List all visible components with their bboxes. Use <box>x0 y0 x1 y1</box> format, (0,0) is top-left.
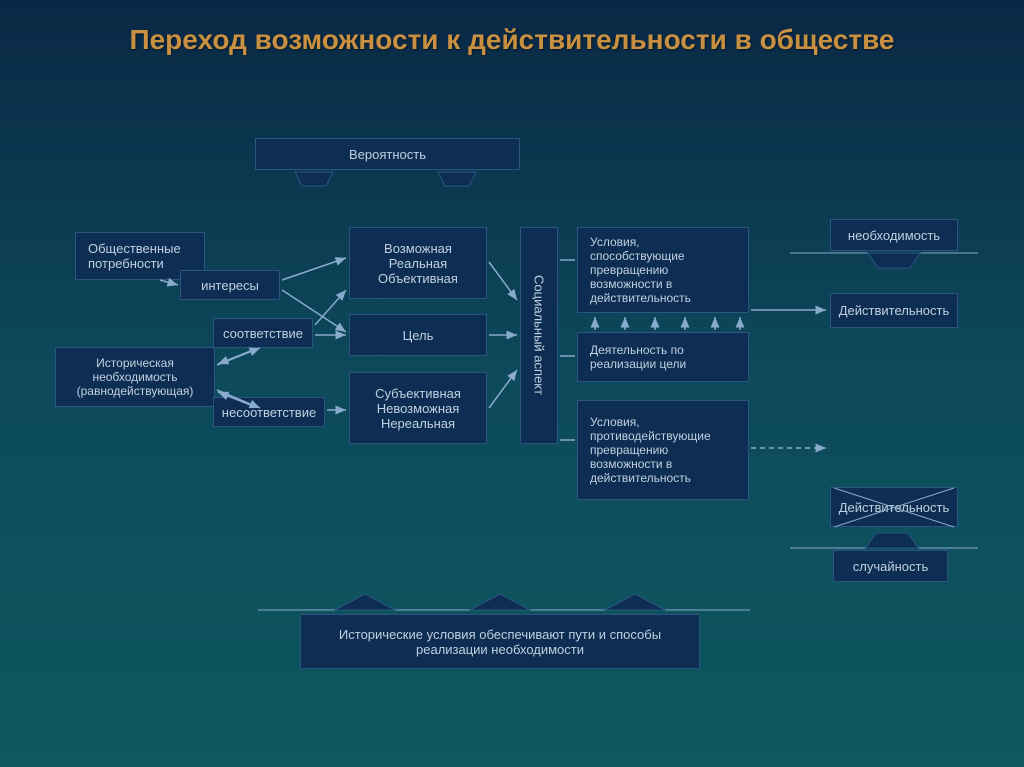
label: Действительность <box>839 303 950 318</box>
label: случайность <box>853 559 929 574</box>
label: интересы <box>201 278 259 293</box>
label: Цель <box>403 328 434 343</box>
box-randomness: случайность <box>833 550 948 582</box>
box-reality1: Действительность <box>830 293 958 328</box>
label: Действительность <box>839 500 950 515</box>
label: Общественные потребности <box>88 241 192 271</box>
label: Вероятность <box>349 147 426 162</box>
box-reality-crossed: Действительность <box>830 487 958 527</box>
label: Условия, способствующие превращению возм… <box>590 235 736 305</box>
page-title: Переход возможности к действительности в… <box>0 0 1024 59</box>
box-conditions-against: Условия, противодействующие превращению … <box>577 400 749 500</box>
label: Исторические условия обеспечивают пути и… <box>313 627 687 657</box>
box-interests: интересы <box>180 270 280 300</box>
box-subjective: Субъективная Невозможная Нереальная <box>349 372 487 444</box>
label: Условия, противодействующие превращению … <box>590 415 736 485</box>
label: Субъективная Невозможная Нереальная <box>375 386 461 431</box>
box-activity: Деятельность по реализации цели <box>577 332 749 382</box>
label: несоответствие <box>222 405 316 420</box>
box-conditions-for: Условия, способствующие превращению возм… <box>577 227 749 313</box>
box-possible: Возможная Реальная Объективная <box>349 227 487 299</box>
box-social-aspect: Социальный аспект <box>520 227 558 444</box>
box-historic: Историческая необходимость (равнодейству… <box>55 347 215 407</box>
label: Историческая необходимость (равнодейству… <box>68 356 202 398</box>
box-noncorrespondence: несоответствие <box>213 397 325 427</box>
box-necessity: необходимость <box>830 219 958 251</box>
label: необходимость <box>848 228 940 243</box>
box-goal: Цель <box>349 314 487 356</box>
box-bottom: Исторические условия обеспечивают пути и… <box>300 614 700 669</box>
box-correspondence: соответствие <box>213 318 313 348</box>
box-probability: Вероятность <box>255 138 520 170</box>
label: Возможная Реальная Объективная <box>378 241 458 286</box>
label: Деятельность по реализации цели <box>590 343 736 371</box>
label: соответствие <box>223 326 303 341</box>
label: Социальный аспект <box>532 275 547 395</box>
